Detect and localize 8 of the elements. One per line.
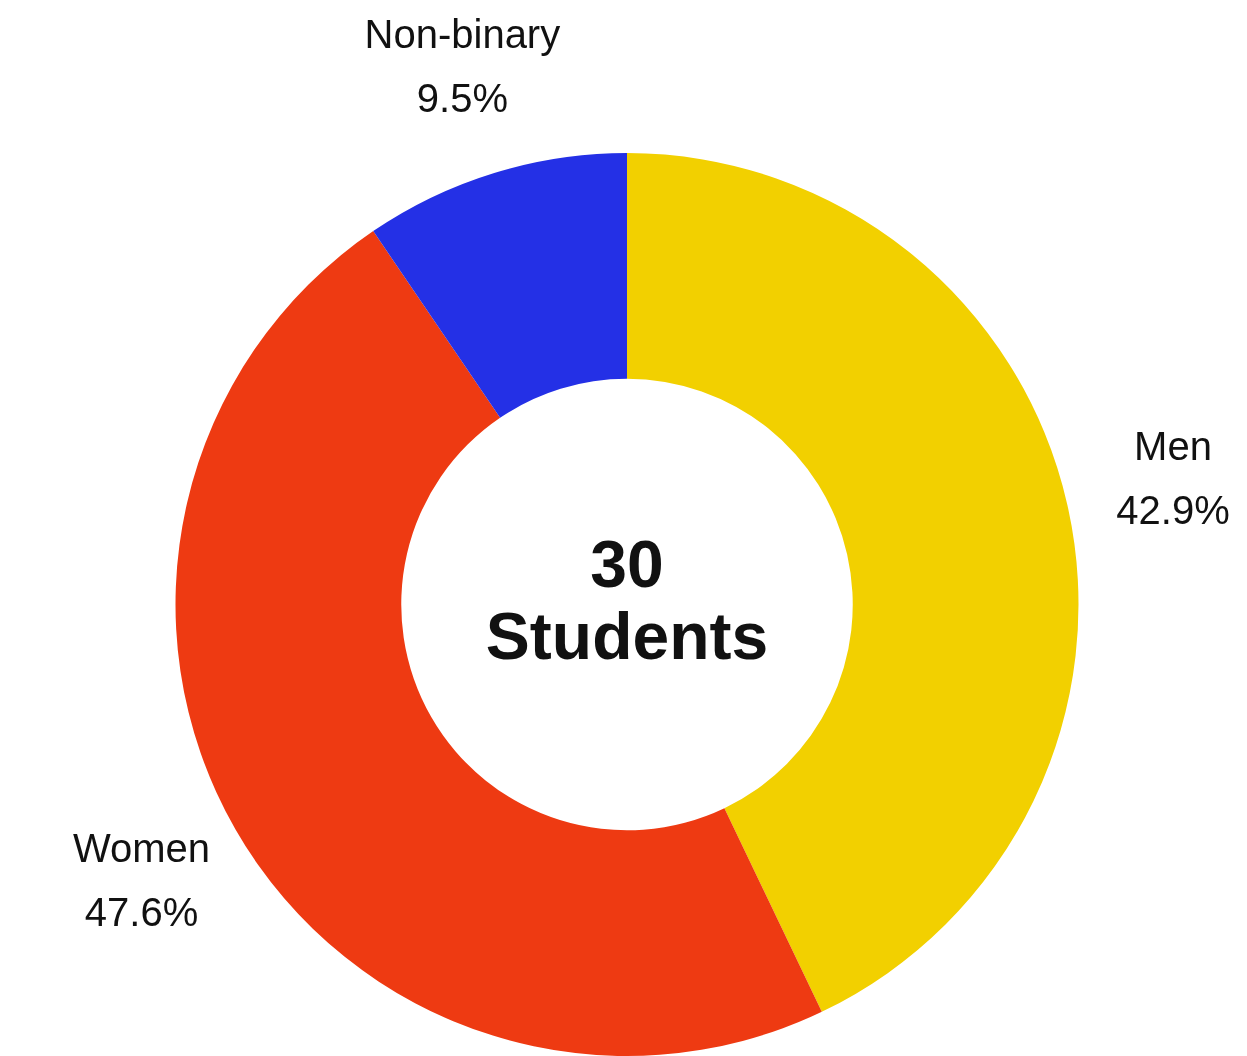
text: 30	[590, 526, 664, 601]
slice-label: Women	[73, 826, 211, 871]
data-label: 42.9%	[1116, 487, 1230, 532]
data-label: 47.6%	[84, 890, 199, 935]
slice-label: Men	[1134, 423, 1212, 468]
text: Students	[485, 598, 769, 673]
slice-label: Non-binary	[364, 12, 561, 57]
data-label: 9.5%	[416, 76, 508, 121]
